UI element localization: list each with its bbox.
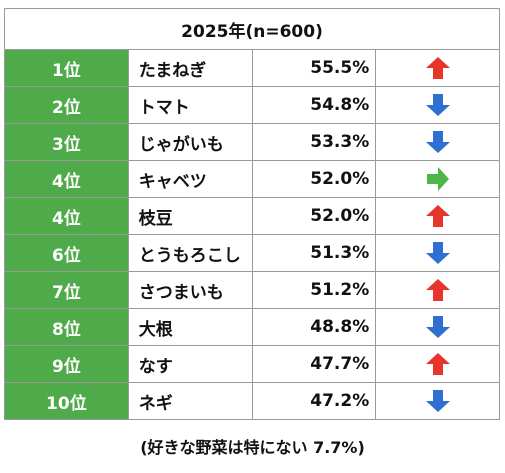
table-header-row: 2025年(n=600) [4,8,500,50]
percentage-cell: 47.7% [251,345,377,383]
percentage-cell: 51.3% [251,234,377,272]
rank-cell: 6位 [4,234,129,272]
right-arrow-icon [426,167,449,191]
vegetable-name: とうもろこし [127,234,253,272]
trend-cell [375,308,500,346]
rank-cell: 8位 [4,308,129,346]
rank-cell: 1位 [4,49,129,87]
vegetable-name: じゃがいも [127,123,253,161]
table-row: 1位 たまねぎ 55.5% [4,49,500,87]
down-arrow-icon [425,316,450,338]
vegetable-name: 大根 [127,308,253,346]
percentage-cell: 48.8% [251,308,377,346]
percentage-cell: 53.3% [251,123,377,161]
table-row: 4位 枝豆 52.0% [4,197,500,235]
rank-cell: 3位 [4,123,129,161]
down-arrow-icon [425,94,450,116]
percentage-cell: 47.2% [251,382,377,420]
trend-cell [375,86,500,124]
trend-cell [375,197,500,235]
up-arrow-icon [425,353,450,375]
vegetable-name: ネギ [127,382,253,420]
percentage-cell: 51.2% [251,271,377,309]
trend-cell [375,123,500,161]
table-row: 9位 なす 47.7% [4,345,500,383]
percentage-cell: 54.8% [251,86,377,124]
down-arrow-icon [425,242,450,264]
table-row: 7位 さつまいも 51.2% [4,271,500,309]
ranking-table-container: 2025年(n=600) 1位 たまねぎ 55.5% 2位 トマト 54.8% 3位 じゃがい… [4,8,500,420]
percentage-cell: 55.5% [251,49,377,87]
table-row: 8位 大根 48.8% [4,308,500,346]
vegetable-name: なす [127,345,253,383]
rank-cell: 9位 [4,345,129,383]
down-arrow-icon [425,390,450,412]
ranking-table: 2025年(n=600) 1位 たまねぎ 55.5% 2位 トマト 54.8% 3位 じゃがい… [4,8,500,420]
vegetable-name: キャベツ [127,160,253,198]
rank-cell: 4位 [4,160,129,198]
trend-cell [375,160,500,198]
vegetable-name: たまねぎ [127,49,253,87]
vegetable-name: 枝豆 [127,197,253,235]
down-arrow-icon [425,131,450,153]
percentage-cell: 52.0% [251,160,377,198]
vegetable-name: さつまいも [127,271,253,309]
up-arrow-icon [425,279,450,301]
rank-cell: 4位 [4,197,129,235]
table-row: 2位 トマト 54.8% [4,86,500,124]
rank-cell: 10位 [4,382,129,420]
table-title: 2025年(n=600) [4,8,500,50]
up-arrow-icon [425,57,450,79]
footnote: (好きな野菜は特にない 7.7%) [140,438,365,457]
up-arrow-icon [425,205,450,227]
trend-cell [375,49,500,87]
trend-cell [375,271,500,309]
table-row: 6位 とうもろこし 51.3% [4,234,500,272]
percentage-cell: 52.0% [251,197,377,235]
rank-cell: 7位 [4,271,129,309]
table-row: 10位 ネギ 47.2% [4,382,500,420]
table-row: 3位 じゃがいも 53.3% [4,123,500,161]
trend-cell [375,234,500,272]
table-row: 4位 キャベツ 52.0% [4,160,500,198]
vegetable-name: トマト [127,86,253,124]
rank-cell: 2位 [4,86,129,124]
table-body: 1位 たまねぎ 55.5% 2位 トマト 54.8% 3位 じゃがいも 53.3% 4位 キャベツ 5… [4,49,500,420]
trend-cell [375,345,500,383]
trend-cell [375,382,500,420]
